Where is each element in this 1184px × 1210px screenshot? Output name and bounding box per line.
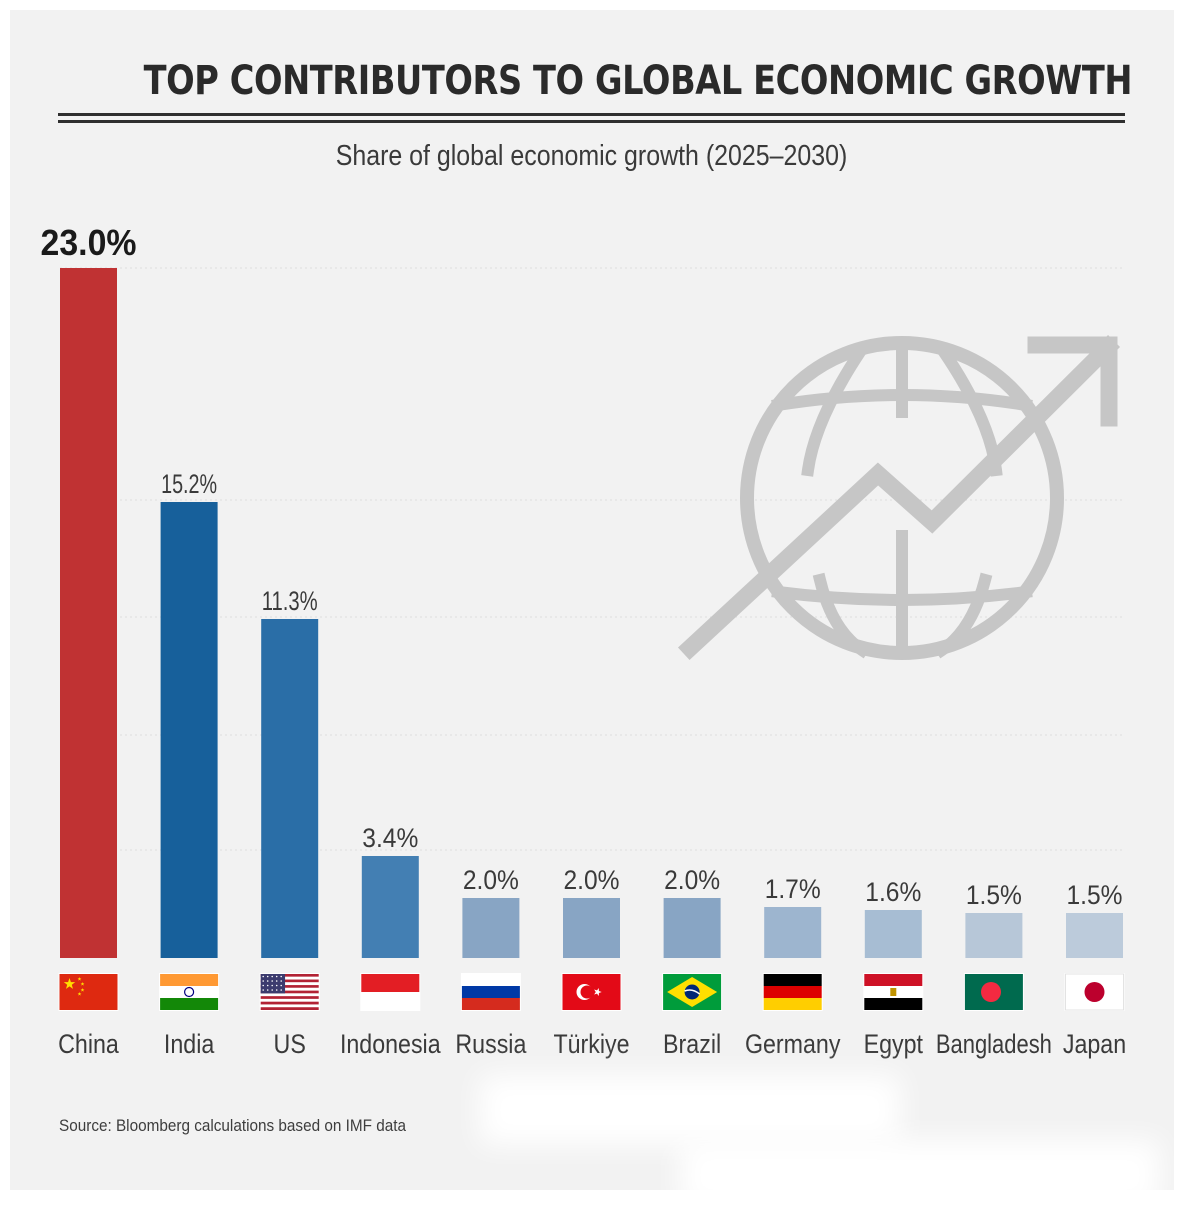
china-flag-icon <box>58 973 119 1011</box>
egypt-flag-icon <box>863 973 924 1011</box>
image-fade <box>480 1075 900 1145</box>
category-label-india: India <box>164 1029 215 1059</box>
category-label-japan: Japan <box>1063 1029 1126 1059</box>
value-label-russia: 2.0% <box>463 865 519 895</box>
flags <box>58 973 1125 1011</box>
category-label-china: China <box>58 1029 120 1059</box>
indonesia-flag-icon <box>360 973 421 1011</box>
category-label-brazil: Brazil <box>663 1029 721 1059</box>
value-label-egypt: 1.6% <box>865 877 921 907</box>
value-label-indonesia: 3.4% <box>362 823 418 853</box>
bar-china <box>60 268 117 958</box>
value-label-japan: 1.5% <box>1067 880 1123 910</box>
image-fade <box>680 1140 1160 1210</box>
category-label-bangladesh: Bangladesh <box>936 1029 1052 1059</box>
chart-title: TOP CONTRIBUTORS TO GLOBAL ECONOMIC GROW… <box>143 58 1133 104</box>
russia-flag-icon <box>460 973 521 1011</box>
us-flag-icon <box>259 973 320 1011</box>
bar-germany <box>764 907 822 958</box>
category-label-egypt: Egypt <box>864 1029 924 1059</box>
bar-turkiye <box>563 898 620 958</box>
value-label-brazil: 2.0% <box>664 865 720 895</box>
bars <box>60 268 1123 958</box>
bar-russia <box>462 898 520 958</box>
category-label-indonesia: Indonesia <box>340 1029 442 1059</box>
globe-growth-arrow-icon <box>677 334 1121 661</box>
category-labels: China India US Indonesia Russia Türkiye Brazil… <box>58 1029 1126 1059</box>
value-label-china: 23.0% <box>41 222 137 263</box>
japan-flag-icon <box>1064 973 1125 1011</box>
bar-egypt <box>864 910 922 958</box>
category-label-turkiye: Türkiye <box>553 1029 629 1059</box>
chart-subtitle: Share of global economic growth (2025–20… <box>335 140 848 172</box>
bar-indonesia <box>361 856 419 958</box>
bar-us <box>261 619 319 958</box>
bar-japan <box>1066 913 1123 958</box>
value-labels: 23.0% 15.2% 11.3% 3.4% 2.0% 2.0% 2.0% 1.7% 1.6% 1… <box>41 222 1123 910</box>
bar-india <box>160 502 218 958</box>
value-label-india: 15.2% <box>161 469 217 499</box>
germany-flag-icon <box>762 973 823 1011</box>
value-label-bangladesh: 1.5% <box>966 880 1022 910</box>
value-label-turkiye: 2.0% <box>564 865 620 895</box>
turkiye-flag-icon <box>561 973 622 1011</box>
value-label-germany: 1.7% <box>765 874 821 904</box>
title-rule-top <box>58 113 1125 116</box>
brazil-flag-icon <box>662 973 723 1011</box>
category-label-us: US <box>274 1029 306 1059</box>
bar-brazil <box>663 898 721 958</box>
india-flag-icon <box>159 973 220 1011</box>
bar-bangladesh <box>965 913 1023 958</box>
category-label-russia: Russia <box>455 1029 527 1059</box>
bangladesh-flag-icon <box>963 973 1024 1011</box>
value-label-us: 11.3% <box>262 586 318 616</box>
category-label-germany: Germany <box>745 1029 841 1059</box>
source-note: Source: Bloomberg calculations based on … <box>59 1116 406 1135</box>
title-rule-bottom <box>58 120 1125 123</box>
